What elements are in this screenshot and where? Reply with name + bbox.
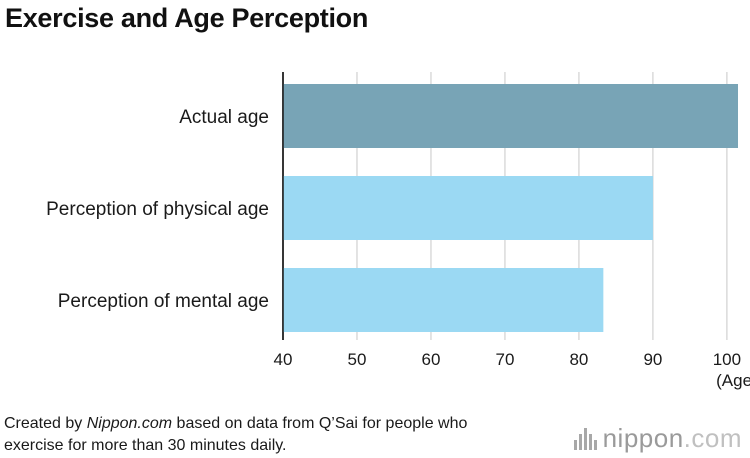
source-name: Nippon.com	[86, 415, 173, 432]
logo-name: nippon	[602, 423, 684, 453]
nippon-logo: nippon .com	[573, 423, 742, 454]
x-tick-label: 70	[495, 350, 514, 369]
logo-bars-icon	[573, 427, 597, 450]
source-prefix: Created by	[4, 415, 87, 432]
x-tick-label: 80	[569, 350, 588, 369]
bar	[283, 268, 604, 332]
category-label: Perception of physical age	[46, 199, 269, 220]
x-tick-label: 100	[713, 350, 741, 369]
chart-title: Exercise and Age Perception	[5, 3, 369, 33]
category-labels: Actual age Perception of physical age Perc…	[46, 107, 269, 312]
x-tick-label: 90	[643, 350, 662, 369]
x-tick-label: 50	[348, 350, 367, 369]
category-label: Perception of mental age	[58, 291, 269, 312]
x-tick-label: 40	[274, 350, 293, 369]
x-tick-label: 60	[422, 350, 441, 369]
bars	[282, 72, 738, 340]
category-label: Actual age	[179, 107, 269, 128]
x-tick-labels: 40 50 60 70 80 90 100	[274, 350, 742, 369]
source-note: Created by Nippon.com based on data from…	[4, 413, 564, 457]
source-line2: exercise for more than 30 minutes daily.	[4, 437, 287, 454]
bar	[283, 176, 653, 240]
bar	[283, 84, 738, 148]
bar-chart: Actual age Perception of physical age Perc…	[46, 72, 750, 390]
x-axis-unit-label: (Age)	[716, 371, 750, 390]
source-rest: based on data from Q’Sai for people who	[172, 415, 468, 432]
logo-suffix: .com	[683, 423, 742, 453]
